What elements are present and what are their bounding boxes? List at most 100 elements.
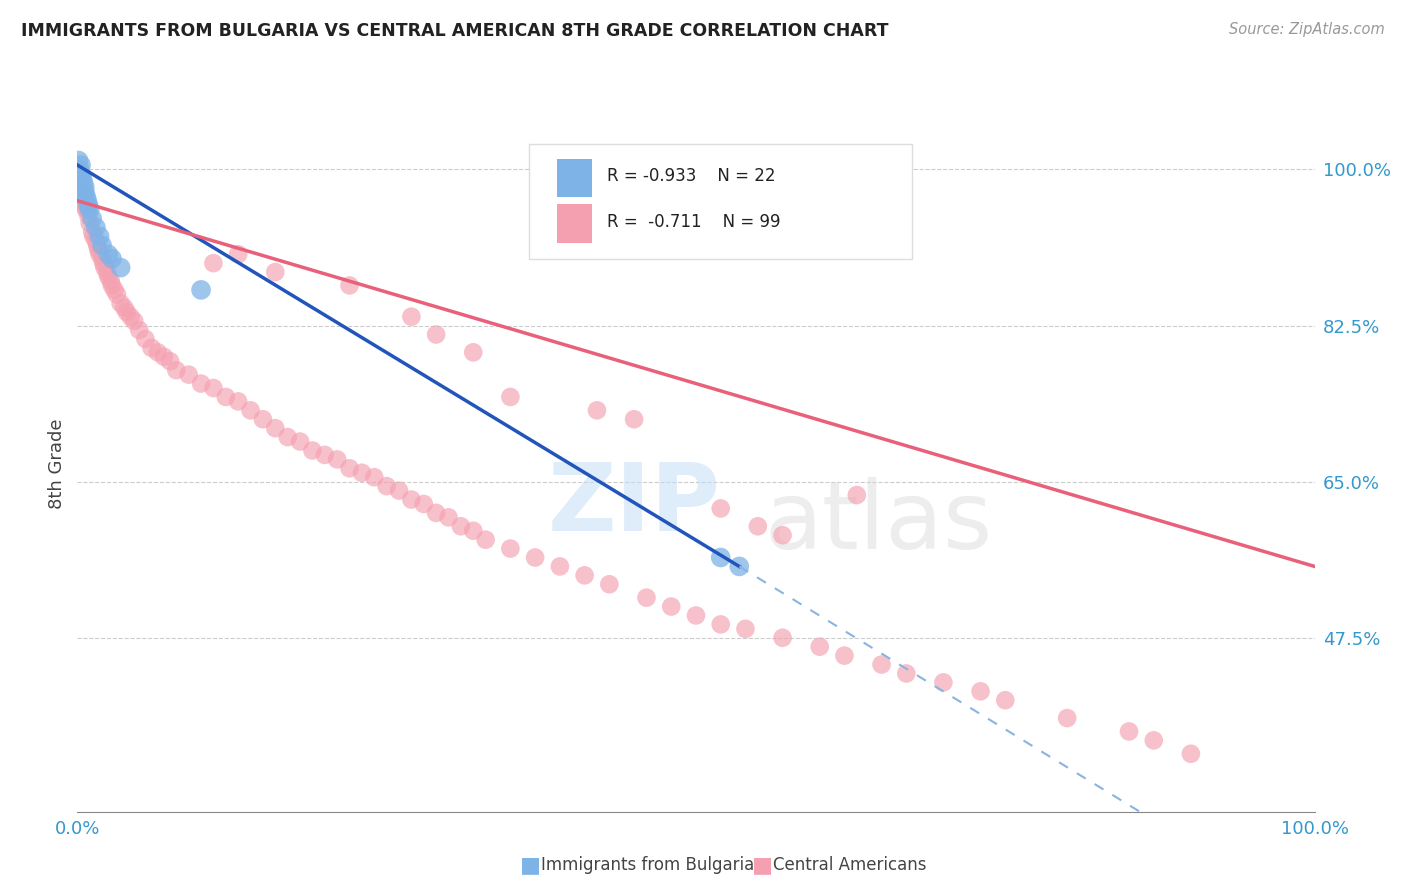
Point (82, 211, 104, 226)
Point (301, 443, 323, 458)
Point (96, 265, 118, 279)
Point (101, 278, 124, 293)
Point (202, 381, 225, 395)
Point (994, 693, 1017, 707)
Point (734, 622, 756, 636)
Point (91, 238, 114, 252)
Point (100, 274, 122, 288)
Point (97, 247, 120, 261)
Text: Source: ZipAtlas.com: Source: ZipAtlas.com (1229, 22, 1385, 37)
Point (70, 185, 93, 199)
Point (845, 488, 868, 502)
Point (69, 185, 91, 199)
Point (870, 657, 893, 672)
Point (388, 483, 411, 498)
Point (636, 591, 658, 605)
Point (101, 252, 124, 266)
Point (463, 345, 485, 359)
Point (659, 599, 682, 614)
Point (79, 216, 101, 230)
Point (437, 510, 460, 524)
Point (159, 354, 181, 368)
Point (363, 470, 385, 484)
Point (91, 252, 114, 266)
Point (84, 220, 107, 235)
Point (73, 185, 96, 199)
Point (105, 287, 128, 301)
Point (932, 675, 955, 690)
Point (499, 390, 522, 404)
Point (339, 461, 361, 475)
Point (277, 430, 299, 444)
Point (969, 684, 991, 698)
Point (93, 260, 115, 275)
Point (1143, 733, 1166, 747)
Point (115, 305, 138, 319)
Point (1118, 724, 1140, 739)
Point (91, 256, 114, 270)
Point (110, 260, 132, 275)
Point (89, 247, 111, 261)
Point (499, 541, 522, 556)
Point (401, 310, 423, 324)
Text: Central Americans: Central Americans (773, 856, 927, 874)
Point (586, 403, 609, 417)
Point (401, 492, 423, 507)
Point (375, 479, 398, 493)
Point (425, 327, 447, 342)
Point (623, 412, 645, 426)
Point (153, 350, 176, 364)
Point (339, 278, 361, 293)
Text: R = -0.933    N = 22: R = -0.933 N = 22 (607, 168, 775, 186)
Text: IMMIGRANTS FROM BULGARIA VS CENTRAL AMERICAN 8TH GRADE CORRELATION CHART: IMMIGRANTS FROM BULGARIA VS CENTRAL AMER… (21, 22, 889, 40)
Point (288, 434, 311, 449)
Point (141, 341, 163, 355)
Point (350, 466, 373, 480)
Point (772, 528, 794, 542)
Point (73, 198, 96, 212)
Point (79, 202, 101, 217)
Point (326, 452, 349, 467)
Point (425, 506, 447, 520)
Point (226, 394, 249, 409)
Point (103, 283, 125, 297)
Point (177, 368, 200, 382)
Text: ■: ■ (520, 855, 541, 875)
Point (202, 256, 225, 270)
Point (76, 202, 98, 217)
Point (134, 332, 156, 346)
Point (70, 167, 93, 181)
Text: Immigrants from Bulgaria: Immigrants from Bulgaria (541, 856, 755, 874)
Point (548, 559, 571, 574)
Point (574, 568, 596, 582)
Point (86, 238, 108, 252)
Point (76, 198, 98, 212)
Point (264, 265, 287, 279)
Point (77, 198, 100, 212)
Text: R =  -0.711    N = 99: R = -0.711 N = 99 (607, 212, 780, 231)
Point (215, 390, 238, 404)
Point (76, 194, 98, 208)
Bar (557, 159, 592, 197)
Point (84, 234, 107, 248)
Point (239, 403, 262, 417)
Point (72, 176, 94, 190)
Point (73, 180, 96, 194)
Point (89, 229, 111, 244)
Point (190, 376, 212, 391)
Point (808, 640, 831, 654)
Point (120, 310, 142, 324)
Point (710, 617, 733, 632)
Point (70, 158, 93, 172)
Point (87, 243, 110, 257)
Point (110, 296, 132, 310)
Point (75, 202, 97, 217)
Point (314, 448, 336, 462)
Point (122, 314, 145, 328)
Point (834, 648, 856, 663)
Point (112, 301, 135, 315)
Point (190, 283, 212, 297)
Point (226, 247, 249, 261)
Point (264, 421, 287, 435)
Text: ■: ■ (752, 855, 773, 875)
